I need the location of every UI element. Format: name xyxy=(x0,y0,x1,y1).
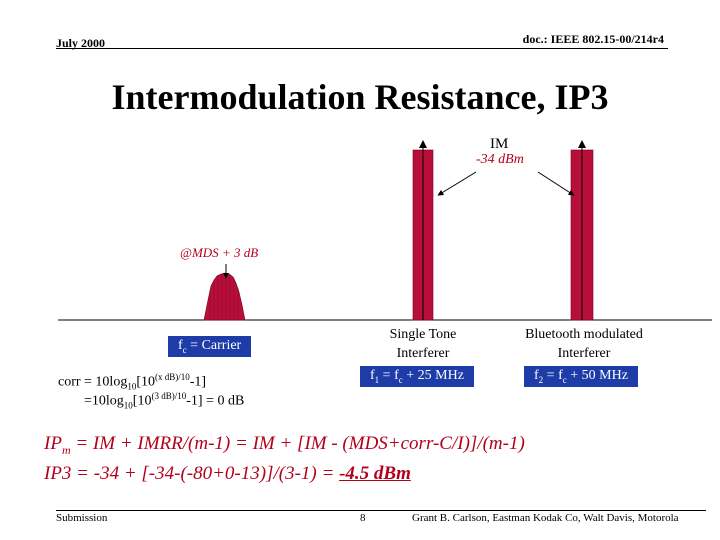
header-doc-id: doc.: IEEE 802.15-00/214r4 xyxy=(522,32,664,46)
footer-rule xyxy=(56,510,706,511)
formula-line-1: IPm = IM + IMRR/(m-1) = IM + [IM - (MDS+… xyxy=(44,433,525,457)
carrier-box: fc = Carrier xyxy=(168,336,252,357)
header-date: July 2000 xyxy=(56,36,106,50)
formula-result: -4.5 dBm xyxy=(339,462,411,484)
bluetooth-label: Bluetooth modulated Interferer xyxy=(525,327,643,361)
footer-authors: Grant B. Carlson, Eastman Kodak Co, Walt… xyxy=(412,512,679,524)
carrier-level-label: @MDS + 3 dB xyxy=(180,245,259,260)
footer-page-number: 8 xyxy=(360,512,366,524)
im-level-label: -34 dBm xyxy=(476,152,524,167)
f2-box: f2 = fc + 50 MHz xyxy=(524,366,638,387)
im-arrow-left xyxy=(437,171,477,196)
single-tone-label: Single Tone Interferer xyxy=(389,327,457,361)
corr-line-2: =10log10[10(3 dB)/10-1] = 0 dB xyxy=(84,391,245,411)
f1-box: f1 = fc + 25 MHz xyxy=(360,366,474,387)
formula-line-2: IP3 = -34 + [-34-(-80+0-13)]/(3-1) = -4.… xyxy=(44,462,411,484)
im-arrow-right xyxy=(537,171,575,196)
corr-line-1: corr = 10log10[10(x dB)/10-1] xyxy=(58,372,207,392)
im-label: IM xyxy=(490,136,509,152)
header-rule xyxy=(56,48,668,49)
ip3-formula: IPm = IM + IMRR/(m-1) = IM + [IM - (MDS+… xyxy=(44,432,525,486)
footer-submission: Submission xyxy=(56,512,108,524)
slide-title: Intermodulation Resistance, IP3 xyxy=(111,77,609,117)
